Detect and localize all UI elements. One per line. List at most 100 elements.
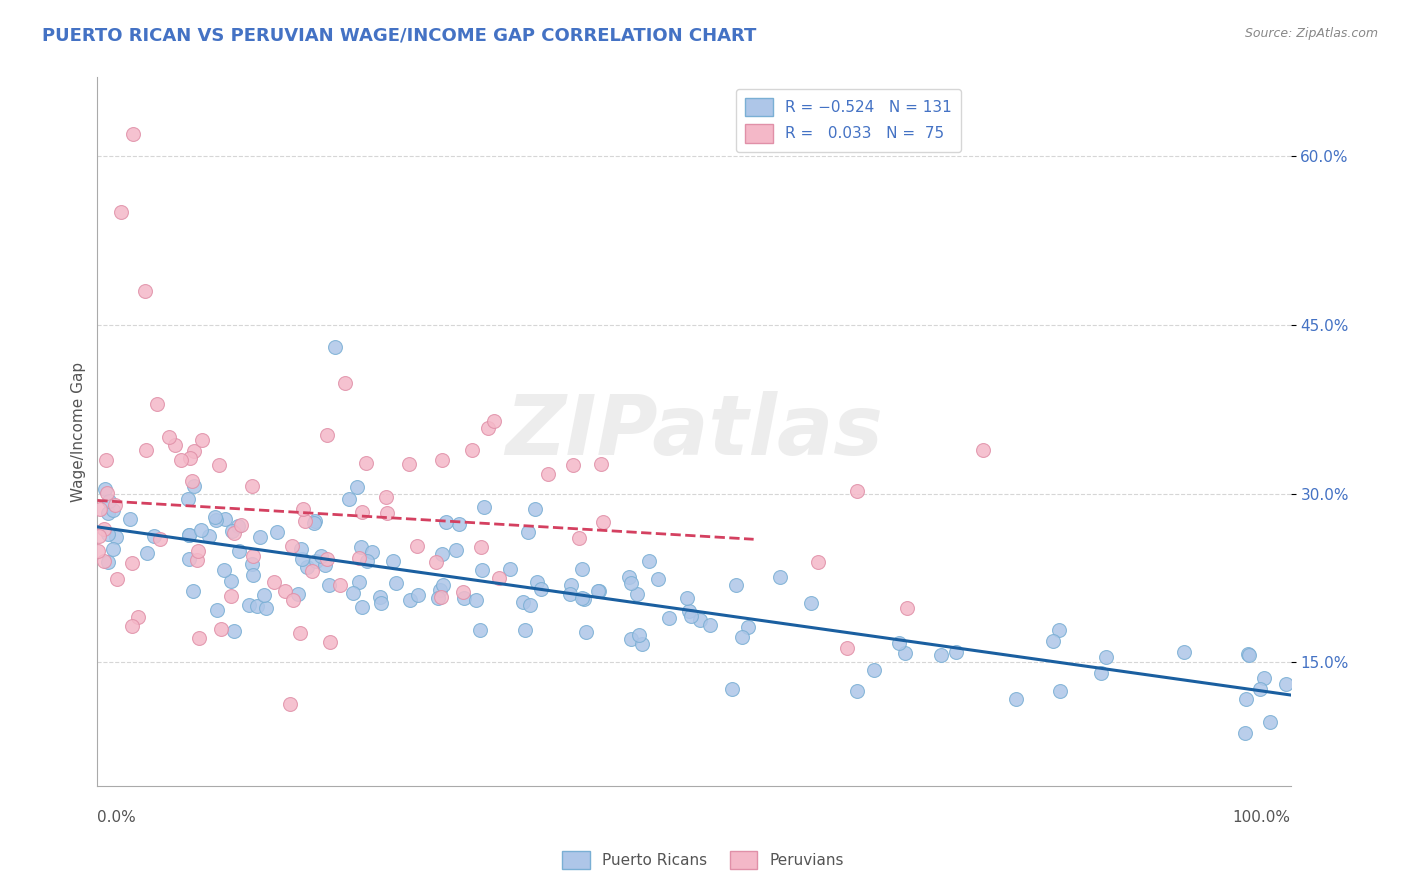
Point: [93, 554, 115, 568]
Point: [205, 513, 228, 527]
Point: [432, 578, 454, 592]
Point: [370, 590, 392, 604]
Point: [170, 453, 193, 467]
Point: [889, 636, 911, 650]
Point: [406, 540, 429, 554]
Point: [278, 697, 301, 711]
Point: [249, 530, 271, 544]
Point: [97, 506, 120, 520]
Text: 100.0%: 100.0%: [1233, 810, 1291, 824]
Point: [699, 618, 721, 632]
Point: [335, 376, 357, 391]
Point: [516, 525, 538, 540]
Point: [434, 515, 457, 529]
Point: [143, 528, 166, 542]
Point: [385, 576, 408, 591]
Point: [560, 578, 582, 592]
Point: [470, 623, 492, 637]
Point: [86, 544, 108, 558]
Point: [208, 458, 231, 473]
Point: [374, 490, 396, 504]
Point: [231, 517, 253, 532]
Point: [354, 456, 377, 470]
Point: [104, 498, 127, 512]
Point: [186, 552, 208, 566]
Point: [188, 632, 211, 646]
Point: [191, 433, 214, 447]
Point: [837, 641, 859, 656]
Point: [122, 127, 145, 141]
Point: [135, 443, 157, 458]
Point: [242, 549, 264, 563]
Point: [104, 530, 127, 544]
Point: [689, 613, 711, 627]
Point: [1095, 649, 1118, 664]
Text: ZIPatlas: ZIPatlas: [505, 392, 883, 472]
Point: [896, 601, 918, 615]
Point: [863, 664, 886, 678]
Point: [558, 587, 581, 601]
Point: [295, 559, 318, 574]
Point: [519, 598, 541, 612]
Point: [398, 457, 420, 471]
Point: [177, 492, 200, 507]
Point: [426, 591, 449, 606]
Point: [179, 450, 201, 465]
Point: [245, 599, 267, 614]
Point: [214, 512, 236, 526]
Point: [212, 563, 235, 577]
Point: [471, 563, 494, 577]
Point: [135, 546, 157, 560]
Point: [219, 574, 242, 589]
Text: PUERTO RICAN VS PERUVIAN WAGE/INCOME GAP CORRELATION CHART: PUERTO RICAN VS PERUVIAN WAGE/INCOME GAP…: [42, 27, 756, 45]
Point: [800, 596, 823, 610]
Point: [183, 479, 205, 493]
Point: [342, 586, 364, 600]
Point: [120, 512, 142, 526]
Point: [350, 600, 373, 615]
Point: [721, 682, 744, 697]
Point: [346, 480, 368, 494]
Text: 0.0%: 0.0%: [97, 810, 136, 824]
Point: [347, 575, 370, 590]
Point: [228, 543, 250, 558]
Point: [724, 578, 747, 592]
Point: [238, 599, 260, 613]
Point: [242, 567, 264, 582]
Point: [146, 397, 169, 411]
Point: [350, 505, 373, 519]
Point: [356, 554, 378, 568]
Point: [561, 458, 583, 472]
Point: [430, 547, 453, 561]
Point: [134, 284, 156, 298]
Point: [972, 442, 994, 457]
Point: [204, 510, 226, 524]
Point: [315, 428, 337, 442]
Point: [429, 583, 451, 598]
Point: [226, 519, 249, 533]
Point: [89, 501, 111, 516]
Point: [97, 555, 120, 569]
Point: [464, 593, 486, 607]
Point: [678, 604, 700, 618]
Point: [381, 554, 404, 568]
Point: [513, 624, 536, 638]
Point: [679, 609, 702, 624]
Point: [337, 491, 360, 506]
Point: [572, 592, 595, 607]
Point: [893, 647, 915, 661]
Point: [737, 620, 759, 634]
Point: [209, 622, 232, 636]
Point: [240, 479, 263, 493]
Point: [290, 541, 312, 556]
Point: [571, 591, 593, 605]
Point: [97, 494, 120, 508]
Point: [568, 531, 591, 545]
Point: [281, 539, 304, 553]
Point: [302, 516, 325, 530]
Point: [291, 501, 314, 516]
Point: [1234, 692, 1257, 706]
Point: [263, 574, 285, 589]
Point: [240, 557, 263, 571]
Point: [294, 514, 316, 528]
